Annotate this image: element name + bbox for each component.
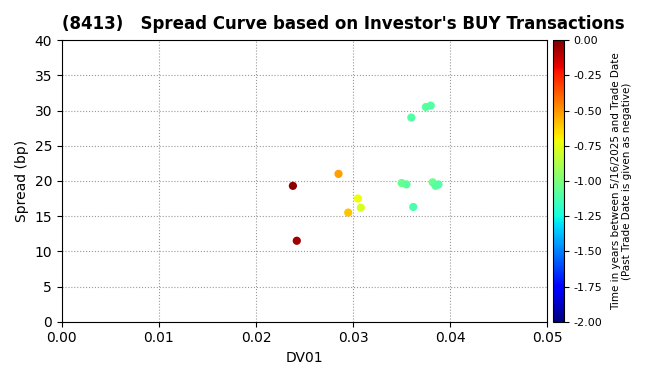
Point xyxy=(353,195,363,201)
Point xyxy=(343,209,354,215)
Point xyxy=(396,180,407,186)
Y-axis label: Time in years between 5/16/2025 and Trade Date
(Past Trade Date is given as nega: Time in years between 5/16/2025 and Trad… xyxy=(610,52,632,310)
Point xyxy=(421,104,431,110)
Text: (8413)   Spread Curve based on Investor's BUY Transactions: (8413) Spread Curve based on Investor's … xyxy=(62,15,625,33)
Point xyxy=(428,179,438,185)
Point xyxy=(292,238,302,244)
X-axis label: DV01: DV01 xyxy=(286,351,323,365)
Point xyxy=(426,103,436,109)
Y-axis label: Spread (bp): Spread (bp) xyxy=(15,140,29,222)
Point xyxy=(430,183,441,189)
Point xyxy=(288,183,298,189)
Point xyxy=(401,181,411,187)
Point xyxy=(333,171,344,177)
Point xyxy=(408,204,419,210)
Point xyxy=(434,181,444,187)
Point xyxy=(406,114,417,120)
Point xyxy=(356,204,366,211)
